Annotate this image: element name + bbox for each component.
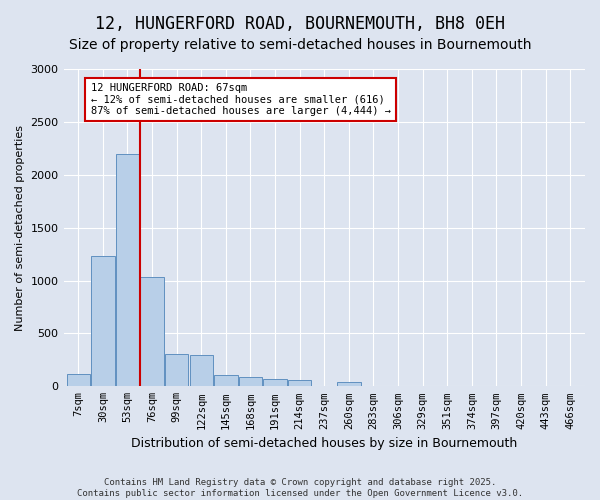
Bar — [239, 377, 262, 386]
X-axis label: Distribution of semi-detached houses by size in Bournemouth: Distribution of semi-detached houses by … — [131, 437, 517, 450]
Bar — [91, 256, 115, 386]
Y-axis label: Number of semi-detached properties: Number of semi-detached properties — [15, 124, 25, 330]
Bar — [337, 382, 361, 386]
Text: Contains HM Land Registry data © Crown copyright and database right 2025.
Contai: Contains HM Land Registry data © Crown c… — [77, 478, 523, 498]
Text: Size of property relative to semi-detached houses in Bournemouth: Size of property relative to semi-detach… — [69, 38, 531, 52]
Bar — [67, 374, 90, 386]
Bar — [263, 379, 287, 386]
Bar — [165, 354, 188, 386]
Text: 12 HUNGERFORD ROAD: 67sqm
← 12% of semi-detached houses are smaller (616)
87% of: 12 HUNGERFORD ROAD: 67sqm ← 12% of semi-… — [91, 82, 391, 116]
Bar — [214, 374, 238, 386]
Text: 12, HUNGERFORD ROAD, BOURNEMOUTH, BH8 0EH: 12, HUNGERFORD ROAD, BOURNEMOUTH, BH8 0E… — [95, 15, 505, 33]
Bar — [288, 380, 311, 386]
Bar — [140, 278, 164, 386]
Bar — [190, 354, 213, 386]
Bar — [116, 154, 139, 386]
